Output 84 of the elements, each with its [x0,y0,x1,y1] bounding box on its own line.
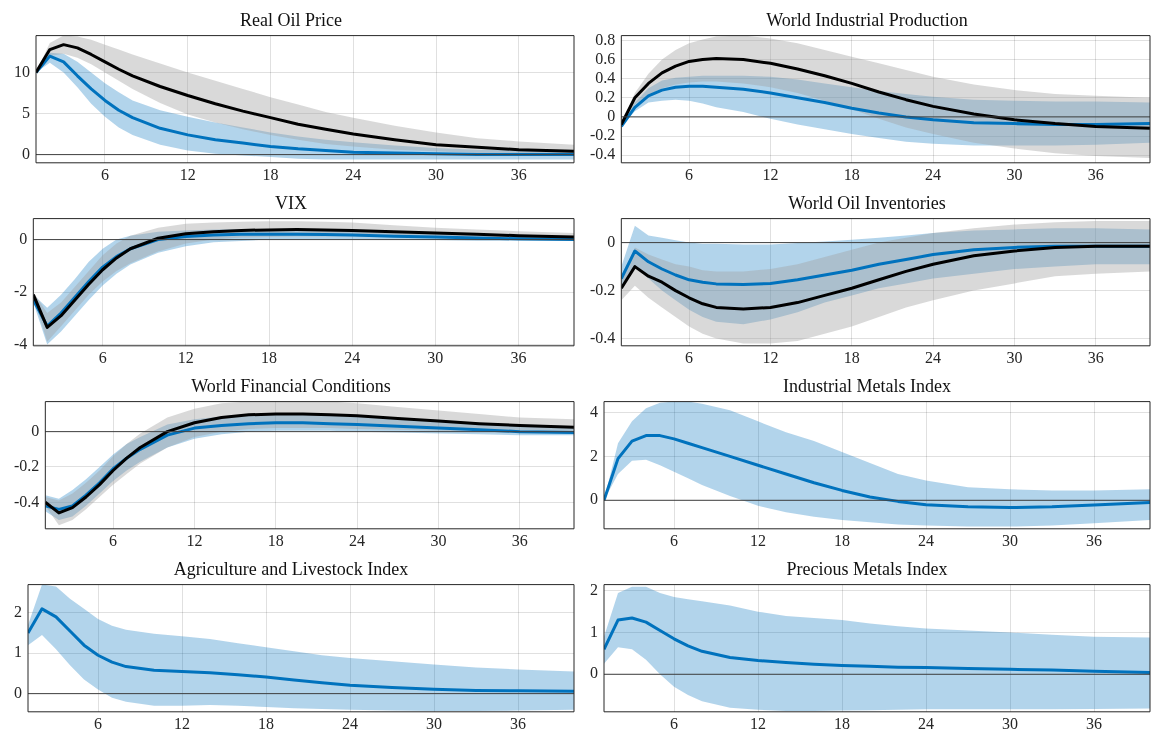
chart-title: Precious Metals Index [786,558,948,579]
y-tick-label: 2 [14,603,22,621]
x-tick-label: 30 [1006,165,1023,183]
x-tick-label: 24 [918,531,934,549]
x-tick-label: 36 [510,165,527,183]
x-tick-label: 12 [750,714,766,732]
x-tick-label: 30 [427,348,444,366]
x-tick-label: 30 [1002,531,1018,549]
x-tick-label: 36 [1087,165,1104,183]
x-tick-label: 24 [925,165,942,183]
x-tick-label: 24 [345,165,362,183]
y-tick-label: 10 [14,62,30,80]
x-tick-label: 18 [261,348,278,366]
y-tick-label: 0 [607,232,616,250]
x-tick-label: 30 [1002,714,1018,732]
x-tick-label: 30 [428,165,445,183]
x-tick-label: 36 [510,714,526,732]
y-tick-label: 2 [590,446,598,464]
x-tick-label: 18 [843,165,860,183]
x-tick-label: 36 [511,531,528,549]
x-tick-label: 6 [109,531,118,549]
y-tick-label: 5 [22,103,30,121]
x-tick-label: 30 [430,531,447,549]
x-tick-label: 36 [1086,531,1102,549]
x-tick-label: 12 [179,165,196,183]
x-tick-label: 24 [342,714,358,732]
x-tick-label: 18 [834,714,850,732]
y-tick-label: 4 [590,402,598,420]
x-tick-label: 36 [510,348,527,366]
x-tick-label: 12 [186,531,203,549]
x-tick-label: 6 [670,531,678,549]
x-tick-label: 30 [1006,348,1023,366]
x-tick-label: 30 [426,714,442,732]
x-tick-label: 24 [918,714,934,732]
chart-title: Real Oil Price [240,9,342,30]
y-tick-label: -0.4 [14,492,40,510]
x-tick-label: 18 [834,531,850,549]
y-tick-label: -0.2 [590,126,616,144]
y-tick-label: -2 [14,282,28,300]
y-tick-label: 0 [22,144,30,162]
x-tick-label: 24 [925,348,942,366]
x-tick-label: 6 [685,165,694,183]
x-tick-label: 12 [762,348,779,366]
y-tick-label: 0 [31,421,40,439]
x-tick-label: 6 [685,348,694,366]
y-tick-label: 0.6 [595,49,616,67]
y-tick-label: 0.8 [595,30,616,48]
y-tick-label: 0 [590,664,598,682]
x-tick-label: 18 [262,165,279,183]
x-tick-label: 18 [258,714,274,732]
x-tick-label: 6 [98,348,107,366]
y-tick-label: 1 [590,622,598,640]
y-tick-label: 1 [14,643,22,661]
y-tick-label: -4 [14,334,28,352]
chart-title: Industrial Metals Index [783,375,951,396]
x-tick-label: 6 [94,714,102,732]
y-tick-label: 2 [590,581,598,599]
x-tick-label: 24 [349,531,366,549]
x-tick-label: 18 [843,348,860,366]
x-tick-label: 36 [1086,714,1102,732]
x-tick-label: 12 [174,714,190,732]
x-tick-label: 36 [1087,348,1104,366]
y-tick-label: 0 [590,490,598,508]
y-tick-label: -0.4 [590,145,616,163]
chart-title: World Industrial Production [766,9,968,30]
x-tick-label: 12 [750,531,766,549]
chart-title: Agriculture and Livestock Index [173,558,409,579]
chart-title: World Oil Inventories [788,192,946,213]
chart-title: World Financial Conditions [191,375,391,396]
y-tick-label: -0.4 [590,328,616,346]
y-tick-label: 0 [607,107,616,125]
y-tick-label: -0.2 [14,457,40,475]
chart-title: VIX [275,192,307,213]
y-tick-label: 0.2 [595,87,616,105]
x-tick-label: 12 [762,165,779,183]
x-tick-label: 24 [344,348,361,366]
y-tick-label: -0.2 [590,280,616,298]
x-tick-label: 6 [100,165,109,183]
y-tick-label: 0.4 [595,68,616,86]
y-tick-label: 0 [19,229,28,247]
x-tick-label: 12 [177,348,194,366]
y-tick-label: 0 [14,683,22,701]
x-tick-label: 6 [670,714,678,732]
x-tick-label: 18 [267,531,284,549]
